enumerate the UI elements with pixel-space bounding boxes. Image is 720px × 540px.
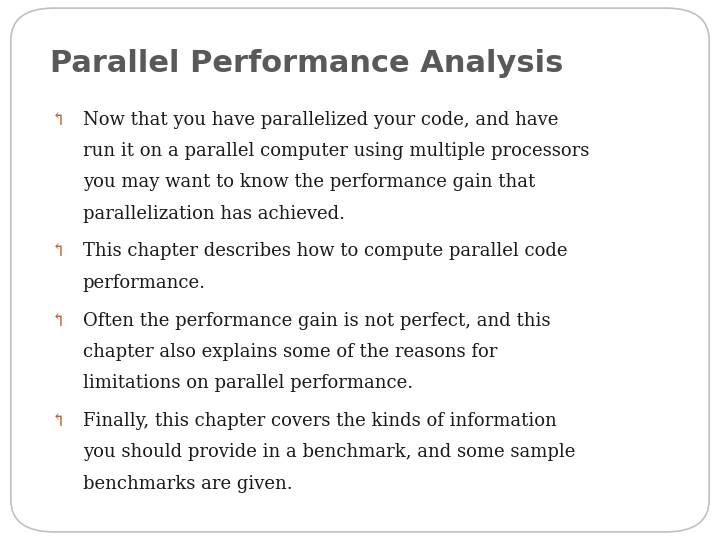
Text: you should provide in a benchmark, and some sample: you should provide in a benchmark, and s…: [83, 443, 575, 461]
Text: benchmarks are given.: benchmarks are given.: [83, 475, 292, 492]
Text: run it on a parallel computer using multiple processors: run it on a parallel computer using mult…: [83, 142, 589, 160]
Text: Finally, this chapter covers the kinds of information: Finally, this chapter covers the kinds o…: [83, 412, 557, 430]
Text: ↰: ↰: [50, 242, 66, 260]
Text: This chapter describes how to compute parallel code: This chapter describes how to compute pa…: [83, 242, 567, 260]
Text: Often the performance gain is not perfect, and this: Often the performance gain is not perfec…: [83, 312, 550, 329]
Text: limitations on parallel performance.: limitations on parallel performance.: [83, 374, 413, 392]
Text: you may want to know the performance gain that: you may want to know the performance gai…: [83, 173, 535, 191]
Text: chapter also explains some of the reasons for: chapter also explains some of the reason…: [83, 343, 498, 361]
FancyBboxPatch shape: [11, 8, 709, 532]
Text: ↰: ↰: [50, 412, 66, 430]
Text: parallelization has achieved.: parallelization has achieved.: [83, 205, 345, 222]
Text: ↰: ↰: [50, 312, 66, 329]
Text: performance.: performance.: [83, 274, 206, 292]
Text: Now that you have parallelized your code, and have: Now that you have parallelized your code…: [83, 111, 558, 129]
Text: Parallel Performance Analysis: Parallel Performance Analysis: [50, 49, 564, 78]
Text: ↰: ↰: [50, 111, 66, 129]
